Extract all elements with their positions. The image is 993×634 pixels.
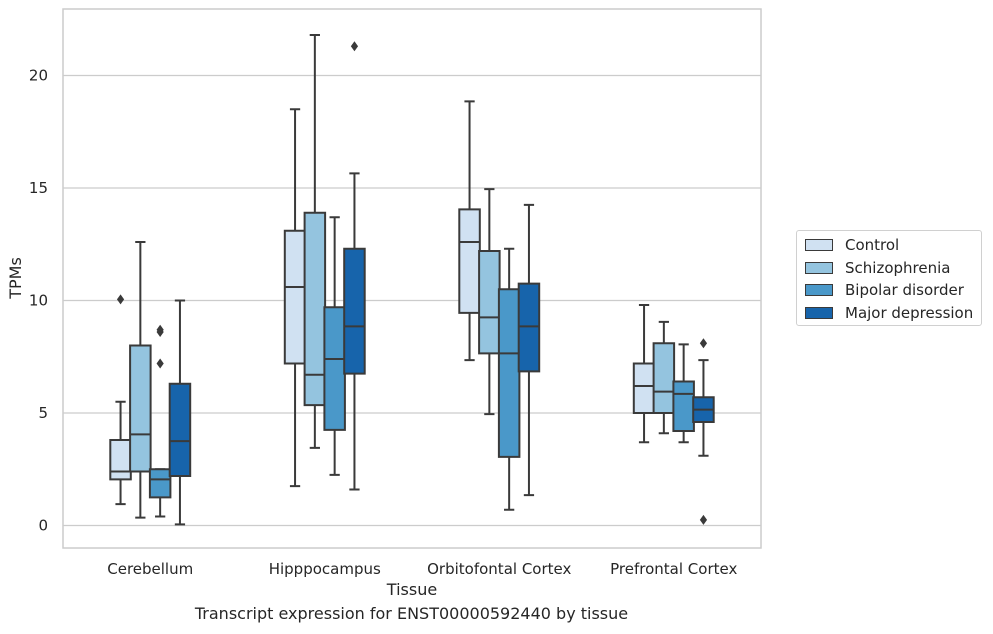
box-iqr — [168, 382, 192, 477]
legend-item-schizophrenia: Schizophrenia — [805, 259, 950, 277]
legend-item-major-depression: Major depression — [805, 304, 973, 322]
outlier-point-0 — [350, 41, 359, 52]
y-axis-ticks: 0 5 10 15 20 — [29, 67, 48, 535]
box-control-hipppocampus — [283, 108, 307, 488]
legend-swatch-control — [805, 239, 833, 251]
box-iqr — [343, 247, 366, 375]
y-axis-label: TPMs — [6, 257, 25, 300]
box-schizophrenia-cerebellum — [129, 241, 152, 519]
box-iqr — [283, 229, 307, 365]
box-control-prefrontal-cortex — [632, 304, 656, 444]
y-tick-label-5: 5 — [38, 404, 48, 422]
legend-swatch-bipolar-disorder — [805, 284, 833, 296]
box-major-depression-hipppocampus — [343, 41, 366, 491]
x-tick-label-hipppocampus: Hipppocampus — [269, 560, 381, 578]
box-iqr — [652, 342, 676, 414]
box-bipolar-disorder-orbitofontal-cortex — [497, 247, 521, 511]
legend-label-bipolar-disorder: Bipolar disorder — [845, 281, 964, 299]
box-iqr — [632, 362, 656, 414]
box-schizophrenia-hipppocampus — [303, 34, 327, 449]
gridlines — [63, 74, 761, 527]
box-iqr — [517, 282, 541, 373]
box-iqr — [478, 250, 501, 355]
legend-swatch-major-depression — [805, 307, 833, 319]
box-iqr — [129, 344, 152, 473]
legend-label-control: Control — [845, 236, 900, 254]
box-major-depression-orbitofontal-cortex — [517, 203, 541, 497]
box-major-depression-cerebellum — [168, 299, 192, 526]
x-axis-label: Tissue — [386, 580, 437, 599]
box-bipolar-disorder-prefrontal-cortex — [672, 343, 695, 444]
box-control-cerebellum — [109, 294, 132, 506]
outlier-point-0 — [156, 358, 164, 369]
box-bipolar-disorder-hipppocampus — [323, 216, 346, 476]
box-control-orbitofontal-cortex — [458, 100, 481, 362]
plot-area-frame — [62, 8, 762, 549]
x-axis-ticks: Cerebellum Hipppocampus Orbitofontal Corte… — [107, 560, 737, 578]
box-schizophrenia-orbitofontal-cortex — [478, 188, 501, 416]
y-tick-label-0: 0 — [38, 517, 48, 535]
box-schizophrenia-prefrontal-cortex — [652, 320, 676, 435]
outlier-point-2 — [156, 324, 164, 335]
legend-item-control: Control — [805, 236, 899, 254]
y-tick-label-20: 20 — [29, 67, 48, 85]
outlier-point-0 — [699, 514, 708, 525]
y-tick-label-15: 15 — [29, 179, 48, 197]
legend-item-bipolar-disorder: Bipolar disorder — [805, 281, 964, 299]
chart-title: Transcript expression for ENST0000059244… — [194, 604, 629, 623]
box-bipolar-disorder-cerebellum — [148, 324, 172, 518]
box-iqr — [109, 439, 132, 481]
box-iqr — [458, 208, 481, 314]
box-iqr — [303, 211, 327, 407]
outlier-point-1 — [699, 338, 708, 349]
legend-swatch-schizophrenia — [805, 262, 833, 274]
boxes — [109, 34, 715, 526]
box-iqr — [323, 306, 346, 431]
legend: Control Schizophrenia Bipolar disorder M… — [796, 230, 982, 326]
box-iqr — [672, 380, 695, 432]
x-tick-label-orbitofontal-cortex: Orbitofontal Cortex — [427, 560, 571, 578]
x-tick-label-cerebellum: Cerebellum — [107, 560, 193, 578]
legend-label-major-depression: Major depression — [845, 304, 974, 322]
x-tick-label-prefrontal-cortex: Prefrontal Cortex — [610, 560, 737, 578]
outlier-point-0 — [116, 294, 125, 305]
y-tick-label-10: 10 — [29, 292, 48, 310]
box-iqr — [148, 468, 172, 499]
box-major-depression-prefrontal-cortex — [692, 338, 715, 525]
legend-label-schizophrenia: Schizophrenia — [845, 259, 951, 277]
box-iqr — [497, 288, 521, 458]
